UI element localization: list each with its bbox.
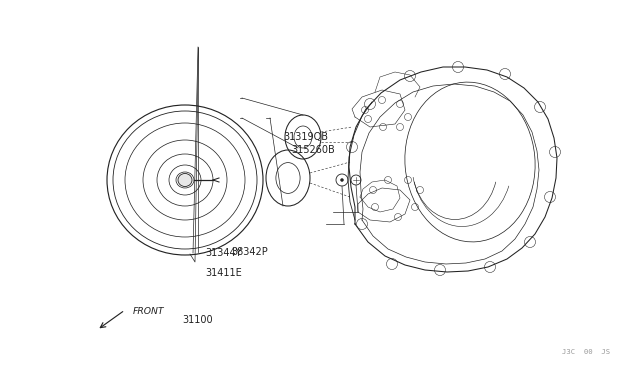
Text: 315260B: 315260B [291,145,335,155]
Text: 38342P: 38342P [231,247,268,257]
Text: FRONT: FRONT [133,308,164,317]
Text: J3C  00  JS: J3C 00 JS [561,349,610,355]
Circle shape [340,179,344,182]
Text: 31344Y: 31344Y [205,248,242,258]
Text: 31319QB: 31319QB [283,132,328,142]
Text: 31100: 31100 [182,315,213,325]
Ellipse shape [178,173,192,186]
Text: 31411E: 31411E [205,268,242,278]
